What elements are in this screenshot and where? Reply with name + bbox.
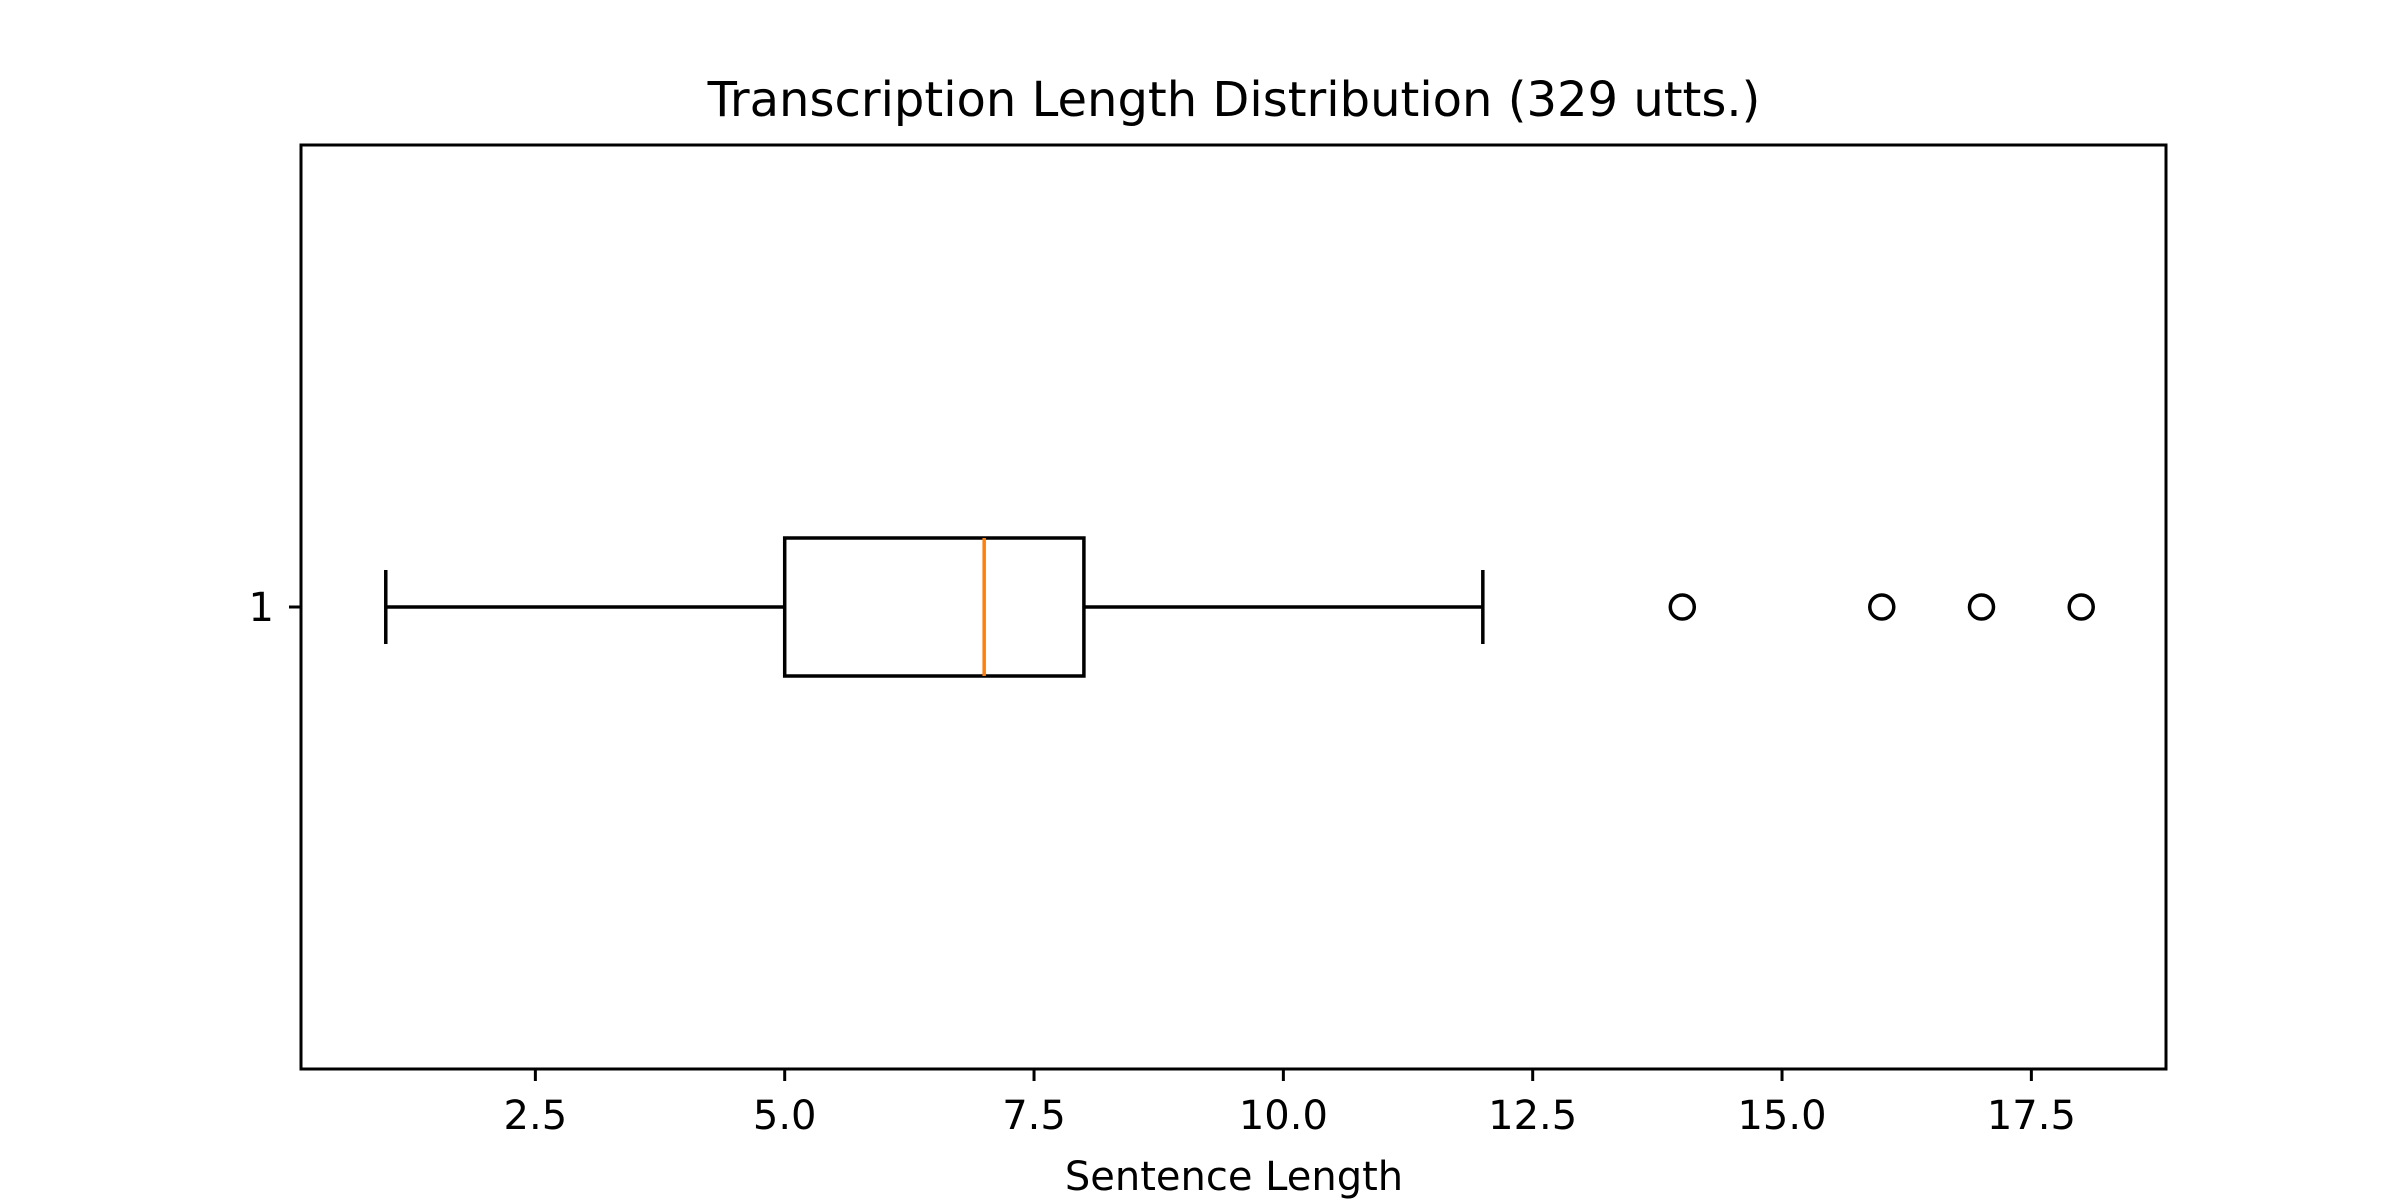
iqr-box (782, 536, 1086, 678)
x-tick-label: 2.5 (504, 1093, 568, 1139)
x-tick-label: 17.5 (1987, 1093, 2076, 1139)
x-tick-label: 15.0 (1737, 1093, 1826, 1139)
outlier-point (1967, 593, 1996, 621)
y-axis-ticks: 1 (249, 585, 301, 631)
outlier-point (1868, 593, 1896, 621)
x-tick-label: 5.0 (753, 1093, 817, 1139)
chart-title: Transcription Length Distribution (329 u… (707, 72, 1761, 128)
x-tick-label: 7.5 (1002, 1093, 1066, 1139)
x-axis-ticks: 2.5 5.0 7.5 10.0 12.5 15.0 17.5 (504, 1069, 2076, 1139)
box-layer (384, 536, 2095, 678)
outlier-point (1668, 593, 1697, 621)
x-axis-label: Sentence Length (1065, 1154, 1403, 1200)
y-tick-label: 1 (249, 585, 274, 631)
x-tick-label: 12.5 (1488, 1093, 1577, 1139)
outlier-point (2067, 593, 2095, 621)
x-tick-label: 10.0 (1239, 1093, 1328, 1139)
